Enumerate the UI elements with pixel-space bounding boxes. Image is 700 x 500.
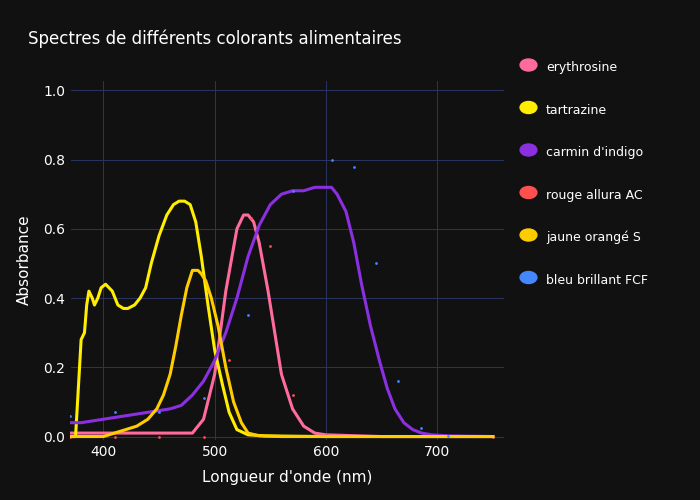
Point bbox=[443, 432, 454, 440]
Point bbox=[321, 431, 332, 439]
Point bbox=[153, 432, 164, 440]
Y-axis label: Absorbance: Absorbance bbox=[17, 214, 32, 306]
Point bbox=[198, 432, 209, 440]
Point bbox=[287, 187, 298, 195]
Point bbox=[246, 214, 257, 222]
Point bbox=[370, 260, 382, 268]
Point bbox=[64, 412, 76, 420]
Point bbox=[198, 394, 209, 402]
Point bbox=[415, 424, 426, 432]
Point bbox=[287, 391, 298, 399]
Text: erythrosine: erythrosine bbox=[546, 61, 617, 74]
Text: jaune orangé S: jaune orangé S bbox=[546, 231, 641, 244]
Text: rouge allura AC: rouge allura AC bbox=[546, 188, 643, 202]
Point bbox=[223, 356, 235, 364]
Point bbox=[242, 312, 253, 320]
X-axis label: Longueur d'onde (nm): Longueur d'onde (nm) bbox=[202, 470, 372, 485]
Point bbox=[348, 162, 359, 170]
Point bbox=[487, 432, 498, 440]
Text: bleu brillant FCF: bleu brillant FCF bbox=[546, 274, 648, 286]
Text: Spectres de différents colorants alimentaires: Spectres de différents colorants aliment… bbox=[28, 30, 402, 48]
Point bbox=[109, 432, 120, 440]
Point bbox=[153, 408, 164, 416]
Point bbox=[64, 432, 76, 440]
Point bbox=[109, 408, 120, 416]
Text: tartrazine: tartrazine bbox=[546, 104, 607, 117]
Point bbox=[326, 156, 337, 164]
Point bbox=[393, 377, 404, 385]
Point bbox=[265, 242, 276, 250]
Text: carmin d'indigo: carmin d'indigo bbox=[546, 146, 643, 159]
